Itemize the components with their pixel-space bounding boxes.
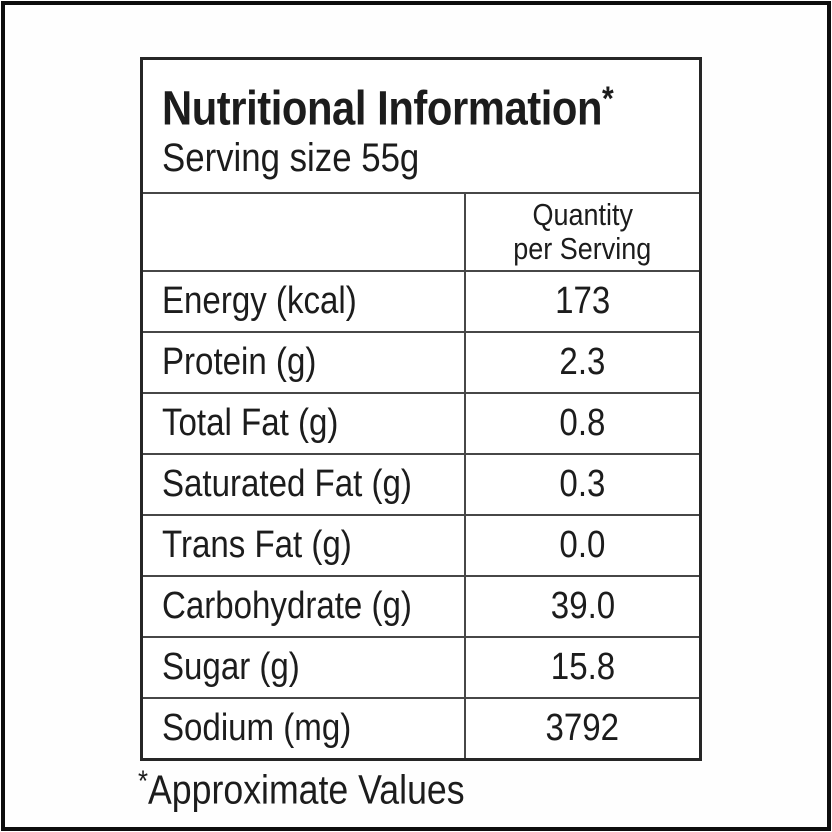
row-value-cell: 0.8: [466, 394, 699, 453]
table-row-protein: Protein (g) 2.3: [143, 331, 699, 392]
table-row-sugar: Sugar (g) 15.8: [143, 636, 699, 697]
row-value: 39.0: [550, 585, 615, 627]
table-title: Nutritional Information*: [162, 81, 689, 135]
serving-size: Serving size 55g: [162, 135, 420, 180]
row-value: 2.3: [559, 341, 606, 383]
table-row-trans-fat: Trans Fat (g) 0.0: [143, 514, 699, 575]
row-label-cell: Total Fat (g): [143, 394, 466, 453]
row-value-cell: 0.0: [466, 516, 699, 575]
row-value-cell: 3792: [466, 699, 699, 758]
column-header-quantity-cell: Quantity per Serving: [466, 194, 699, 270]
table-row-energy: Energy (kcal) 173: [143, 270, 699, 331]
row-value-cell: 0.3: [466, 455, 699, 514]
row-value: 0.3: [559, 463, 606, 505]
row-label-cell: Saturated Fat (g): [143, 455, 466, 514]
row-value: 3792: [545, 707, 620, 749]
approximate-values-footnote: *Approximate Values: [138, 765, 513, 813]
row-value-cell: 39.0: [466, 577, 699, 636]
row-label: Sugar (g): [162, 646, 300, 688]
table-row-sodium: Sodium (mg) 3792: [143, 697, 699, 758]
footnote-asterisk: *: [138, 765, 149, 798]
footnote-text: Approximate Values: [148, 766, 465, 813]
row-value: 0.8: [559, 402, 606, 444]
row-label: Sodium (mg): [162, 707, 352, 749]
row-value-cell: 2.3: [466, 333, 699, 392]
row-value: 0.0: [559, 524, 606, 566]
row-value: 15.8: [550, 646, 615, 688]
row-label-cell: Protein (g): [143, 333, 466, 392]
row-value: 173: [554, 280, 611, 322]
row-label-cell: Sodium (mg): [143, 699, 466, 758]
row-value-cell: 15.8: [466, 638, 699, 697]
row-label-cell: Energy (kcal): [143, 272, 466, 331]
column-header-row: Quantity per Serving: [143, 192, 699, 270]
table-title-block: Nutritional Information* Serving size 55…: [143, 60, 699, 192]
table-row-total-fat: Total Fat (g) 0.8: [143, 392, 699, 453]
nutrition-table: Nutritional Information* Serving size 55…: [140, 57, 702, 761]
table-row-carbohydrate: Carbohydrate (g) 39.0: [143, 575, 699, 636]
column-header-line2: per Serving: [513, 231, 652, 266]
row-label: Energy (kcal): [162, 280, 357, 322]
row-label: Trans Fat (g): [162, 524, 352, 566]
row-label-cell: Trans Fat (g): [143, 516, 466, 575]
row-label: Protein (g): [162, 341, 317, 383]
title-asterisk: *: [602, 80, 614, 119]
row-label: Total Fat (g): [162, 402, 339, 444]
column-header-empty-cell: [143, 194, 466, 270]
row-label-cell: Carbohydrate (g): [143, 577, 466, 636]
title-text: Nutritional Information: [162, 82, 603, 136]
row-label: Carbohydrate (g): [162, 585, 412, 627]
column-header-line1: Quantity: [532, 196, 633, 232]
row-label-cell: Sugar (g): [143, 638, 466, 697]
row-value-cell: 173: [466, 272, 699, 331]
row-label: Saturated Fat (g): [162, 463, 412, 505]
table-row-saturated-fat: Saturated Fat (g) 0.3: [143, 453, 699, 514]
